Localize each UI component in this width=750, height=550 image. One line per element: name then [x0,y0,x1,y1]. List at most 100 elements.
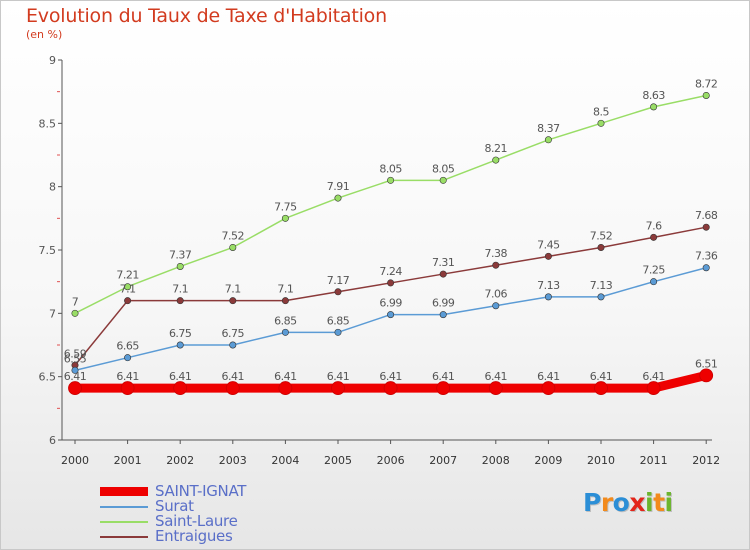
data-point [702,223,710,231]
y-tick-label: 8 [49,181,56,194]
y-tick-label: 7 [49,307,56,320]
x-tick-label: 2005 [324,454,352,467]
data-point [71,366,79,374]
data-point [334,194,342,202]
data-label: 7.36 [695,250,718,263]
data-point [229,341,237,349]
data-label: 8.37 [537,122,560,135]
data-point [387,311,395,319]
data-point [278,381,293,395]
logo-letter: o [612,488,630,517]
y-tick-label: 6.5 [39,371,57,384]
x-tick-label: 2004 [271,454,299,467]
data-point [594,381,608,395]
proxiti-logo: Proxiti [583,488,673,517]
data-label: 7.24 [379,265,402,278]
data-point [281,328,289,336]
data-label: 6.41 [64,370,87,383]
data-label: 6.41 [537,370,560,383]
data-point [124,354,132,362]
data-label: 7.13 [590,279,613,292]
logo-letter: i [664,488,674,517]
data-label: 7.1 [225,283,241,296]
data-label: 7.37 [169,248,192,261]
data-point [702,264,710,272]
data-point [436,381,451,395]
data-point [650,103,658,111]
data-point [176,262,184,270]
data-label: 7 [72,295,79,308]
y-tick-label: 6 [49,434,56,447]
data-point [173,381,188,395]
data-label: 7.06 [485,288,508,301]
data-label: 8.05 [379,162,402,175]
data-label: 6.41 [116,370,139,383]
data-label: 6.41 [590,370,613,383]
x-tick-label: 2007 [429,454,457,467]
logo-letter: t [653,488,665,517]
x-tick-label: 2000 [61,454,89,467]
data-point [597,119,605,127]
data-label: 7.45 [537,238,560,251]
data-label: 6.41 [327,370,350,383]
data-point [597,243,605,251]
data-label: 6.99 [379,297,402,310]
data-point [387,279,395,287]
data-point [120,381,135,395]
data-point [229,243,237,251]
data-label: 6.75 [169,327,192,340]
data-label: 7.52 [590,229,613,242]
data-point [699,368,714,383]
legend-label: SAINT-IGNAT [155,482,247,500]
data-point [650,278,658,286]
data-point [68,381,82,395]
data-label: 7.75 [274,200,297,213]
data-label: 7.13 [537,279,560,292]
data-point [383,381,398,395]
logo-letter: i [645,488,654,517]
data-point [544,293,552,301]
data-label: 7.1 [172,283,188,296]
data-point [176,297,184,305]
data-point [597,293,605,301]
x-tick-label: 2010 [587,454,615,467]
data-point [281,214,289,222]
data-label: 6.41 [485,370,508,383]
data-point [387,176,395,184]
data-label: 7.1 [277,283,293,296]
x-tick-label: 2008 [482,454,510,467]
x-tick-label: 2011 [640,454,668,467]
logo-letter: r [600,488,613,517]
data-label: 7.38 [485,247,508,260]
data-point [439,270,447,278]
data-label: 6.41 [222,370,245,383]
data-point [334,328,342,336]
data-label: 6.41 [642,370,665,383]
data-label: 8.5 [593,105,609,118]
legend-swatch [100,536,148,538]
data-point [124,283,132,291]
data-label: 6.41 [432,370,455,383]
data-label: 7.1 [120,283,136,296]
data-label: 7.31 [432,256,455,269]
chart-legend: SAINT-IGNAT Surat Saint-Laure Entraigues [100,482,360,545]
y-tick-label: 8.5 [39,117,57,130]
data-point [331,381,345,395]
y-tick-label: 7.5 [39,244,57,257]
data-label: 7.52 [222,229,245,242]
data-label: 6.85 [274,314,297,327]
data-point [541,381,556,395]
legend-label: Entraigues [155,527,233,545]
data-point [702,91,710,99]
legend-item: Surat [100,497,360,515]
data-point [71,309,79,317]
legend-swatch [100,521,148,523]
data-point [492,156,500,164]
legend-item: Entraigues [100,527,360,545]
data-label: 6.99 [432,297,455,310]
data-label: 7.91 [327,180,350,193]
legend-swatch [100,506,148,508]
x-tick-label: 2012 [692,454,720,467]
data-label: 7.17 [327,274,350,287]
data-point [439,311,447,319]
